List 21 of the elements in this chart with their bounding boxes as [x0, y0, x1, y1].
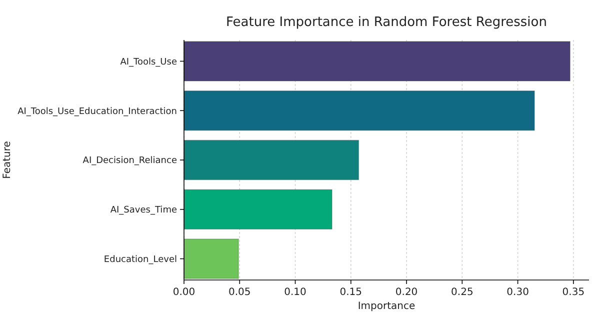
- y-tick-label: AI_Decision_Reliance: [82, 156, 178, 166]
- bar: [184, 238, 239, 279]
- bar: [184, 189, 332, 230]
- x-tick-label: 0.20: [395, 287, 418, 298]
- y-tick-label: Education_Level: [104, 254, 177, 265]
- bar: [184, 90, 535, 131]
- y-tick-label: AI_Tools_Use: [120, 57, 178, 68]
- x-tick-label: 0.25: [451, 287, 474, 298]
- x-tick-label: 0.10: [284, 287, 306, 298]
- x-axis-title: Importance: [358, 301, 416, 312]
- bar: [184, 41, 570, 82]
- y-tick-label: AI_Saves_Time: [110, 206, 178, 216]
- x-tick-label: 0.30: [506, 287, 529, 298]
- chart-title: Feature Importance in Random Forest Regression: [226, 15, 547, 30]
- x-tick-label: 0.35: [562, 287, 585, 298]
- x-tick-label: 0.05: [228, 287, 251, 298]
- y-tick-label: AI_Tools_Use_Education_Interaction: [18, 106, 177, 117]
- x-tick-label: 0.15: [340, 287, 362, 298]
- x-tick-label: 0.00: [172, 287, 196, 298]
- y-axis-title: Feature: [2, 141, 13, 179]
- bar: [184, 140, 360, 180]
